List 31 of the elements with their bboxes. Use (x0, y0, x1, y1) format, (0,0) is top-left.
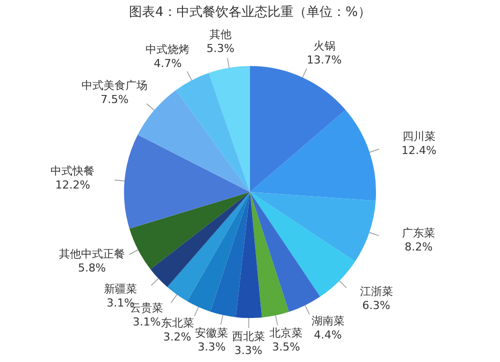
data-label: 12.2% (55, 178, 90, 192)
slice-label: 东北菜 (160, 316, 194, 330)
slice-label: 其他中式正餐 (58, 248, 125, 261)
data-label: 5.3% (206, 42, 234, 55)
data-label: 12.4% (401, 144, 436, 157)
data-label: 3.3% (198, 340, 226, 354)
data-label: 13.7% (306, 54, 342, 67)
data-label: 4.4% (314, 328, 342, 342)
slice-label: 四川菜 (402, 130, 436, 143)
slice-label: 其他 (210, 28, 232, 41)
data-label: 3.3% (234, 344, 262, 357)
data-label: 7.5% (100, 93, 129, 106)
data-label: 3.5% (272, 340, 300, 354)
data-label: 8.2% (404, 240, 433, 254)
slice-label: 湖南菜 (311, 314, 344, 328)
slice-label: 西北菜 (232, 330, 265, 343)
data-label: 4.7% (154, 57, 182, 70)
slice-label: 江浙菜 (360, 285, 393, 298)
chart-title: 图表4：中式餐饮各业态比重（单位：%） (128, 4, 372, 22)
data-label: 6.3% (362, 299, 390, 312)
slice-label: 北京菜 (270, 326, 303, 340)
data-label: 5.8% (78, 262, 106, 275)
slice-label: 火锅 (313, 40, 336, 53)
slice-label: 中式快餐 (50, 164, 95, 178)
slice-label: 广东菜 (402, 226, 436, 240)
slice-label: 新疆菜 (104, 282, 138, 296)
data-label: 3.1% (132, 316, 161, 329)
data-label: 3.2% (163, 330, 192, 344)
slice-label: 中式烧烤 (146, 43, 190, 56)
slice-label: 安徽菜 (195, 326, 228, 340)
slice-label: 中式美食广场 (82, 79, 148, 92)
